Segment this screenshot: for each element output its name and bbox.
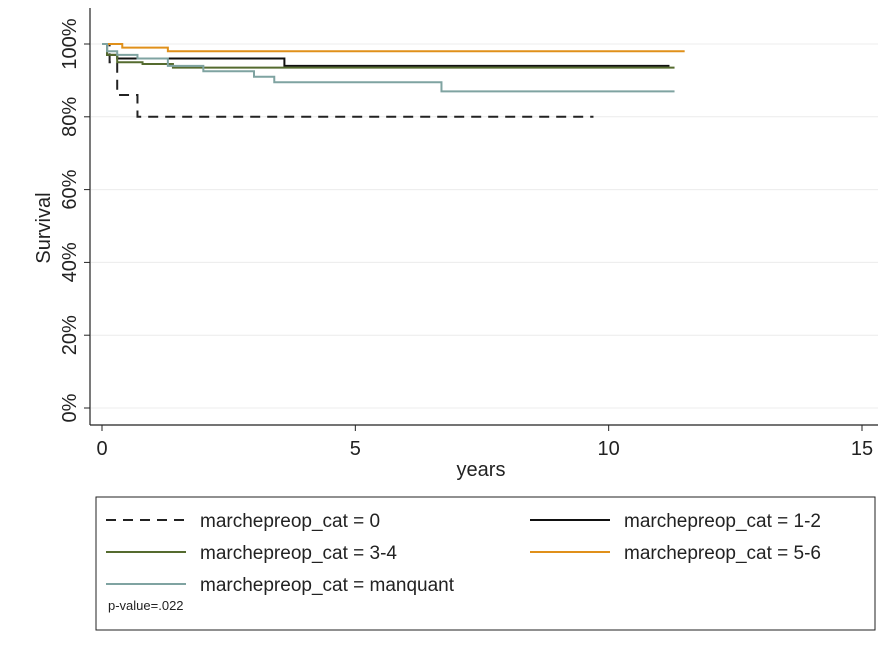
y-tick-label: 0% xyxy=(59,393,81,422)
legend-label-1: marchepreop_cat = 1-2 xyxy=(624,511,821,532)
y-axis-title: Survival xyxy=(33,192,55,263)
p-value-annotation: p-value=.022 xyxy=(108,598,184,613)
x-tick-label: 10 xyxy=(598,438,620,460)
x-tick-label: 5 xyxy=(350,438,361,460)
y-tick-label: 80% xyxy=(59,97,81,137)
y-tick-label: 20% xyxy=(59,315,81,355)
legend: marchepreop_cat = 0 marchepreop_cat = 1-2… xyxy=(95,496,876,631)
y-tick-label: 100% xyxy=(59,18,81,69)
y-tick-label: 40% xyxy=(59,242,81,282)
series-lines xyxy=(102,43,685,118)
axes xyxy=(89,8,878,426)
series-line-0 xyxy=(102,43,594,118)
x-tick-label: 15 xyxy=(851,438,873,460)
y-tick-labels: 0% 20% 40% 60% 80% 100% xyxy=(59,18,90,422)
legend-label-4: marchepreop_cat = manquant xyxy=(200,575,455,596)
legend-label-0: marchepreop_cat = 0 xyxy=(200,511,380,532)
y-tick-label: 60% xyxy=(59,169,81,209)
x-tick-label: 0 xyxy=(96,438,107,460)
legend-label-3: marchepreop_cat = 5-6 xyxy=(624,543,821,564)
x-tick-labels: 0 5 10 15 xyxy=(96,425,873,460)
grid-lines xyxy=(91,43,878,409)
x-axis-title: years xyxy=(457,459,506,481)
series-line-3 xyxy=(102,43,685,53)
legend-label-2: marchepreop_cat = 3-4 xyxy=(200,543,397,564)
legend-box xyxy=(95,496,876,631)
series-line-4 xyxy=(102,43,675,93)
